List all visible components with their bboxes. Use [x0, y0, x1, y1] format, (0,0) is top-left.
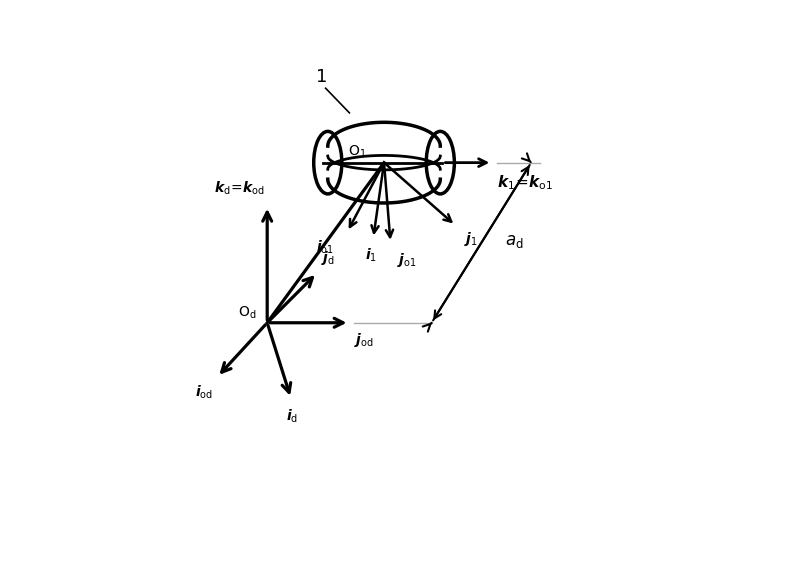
Text: 1: 1 — [316, 67, 327, 85]
Text: O$_{\mathrm{d}}$: O$_{\mathrm{d}}$ — [238, 304, 256, 320]
Text: $\boldsymbol{i}_{\mathrm{d}}$: $\boldsymbol{i}_{\mathrm{d}}$ — [286, 407, 298, 424]
Text: $\boldsymbol{i}_{\mathrm{o}1}$: $\boldsymbol{i}_{\mathrm{o}1}$ — [316, 238, 334, 256]
Text: $a_{\mathrm{d}}$: $a_{\mathrm{d}}$ — [506, 232, 524, 250]
Text: $\boldsymbol{j}_{\mathrm{d}}$: $\boldsymbol{j}_{\mathrm{d}}$ — [322, 250, 335, 268]
Text: $\boldsymbol{k}_{\mathrm{d}}\!=\!\boldsymbol{k}_{\mathrm{od}}$: $\boldsymbol{k}_{\mathrm{d}}\!=\!\boldsy… — [214, 180, 265, 197]
Text: O$_1$: O$_1$ — [349, 144, 366, 161]
Text: $\boldsymbol{j}_1$: $\boldsymbol{j}_1$ — [464, 230, 478, 248]
Text: $\boldsymbol{i}_{\mathrm{od}}$: $\boldsymbol{i}_{\mathrm{od}}$ — [195, 383, 213, 401]
Text: $\boldsymbol{k}_1\!=\!\boldsymbol{k}_{\mathrm{o}1}$: $\boldsymbol{k}_1\!=\!\boldsymbol{k}_{\m… — [497, 174, 553, 192]
Text: $\boldsymbol{j}_{\mathrm{o}1}$: $\boldsymbol{j}_{\mathrm{o}1}$ — [397, 251, 417, 269]
Text: $\boldsymbol{j}_{\mathrm{od}}$: $\boldsymbol{j}_{\mathrm{od}}$ — [354, 332, 374, 350]
Text: $\boldsymbol{i}_1$: $\boldsymbol{i}_1$ — [365, 247, 377, 265]
